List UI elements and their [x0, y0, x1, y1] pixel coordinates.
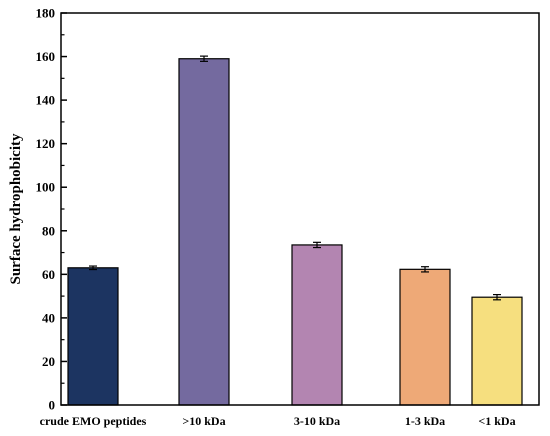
- bar: [178, 58, 230, 406]
- error-bar: [493, 293, 501, 301]
- y-tick-label: 120: [36, 136, 56, 151]
- bar: [67, 267, 119, 406]
- x-category-label: >10 kDa: [182, 414, 225, 428]
- bar: [399, 268, 451, 406]
- error-bars-layer: [89, 55, 501, 301]
- y-axis-ticks: 0 20 40 60 80 100 120 140 160 180: [36, 6, 67, 413]
- y-tick-label: 20: [42, 354, 55, 369]
- error-bar: [89, 265, 97, 271]
- y-tick-label: 160: [36, 49, 56, 64]
- x-category-label: 1-3 kDa: [405, 414, 445, 428]
- bar: [291, 244, 343, 406]
- error-bar: [313, 241, 321, 249]
- y-axis-title: Surface hydrophobicity: [8, 133, 24, 284]
- x-category-label: crude EMO peptides: [40, 414, 147, 428]
- bar: [471, 296, 523, 406]
- bars-layer: [67, 58, 523, 406]
- error-bar: [421, 266, 429, 273]
- x-axis-category-labels: crude EMO peptides >10 kDa 3-10 kDa 1-3 kDa…: [40, 414, 516, 428]
- y-tick-label: 140: [36, 93, 56, 108]
- y-tick-label: 40: [42, 310, 55, 325]
- y-tick-label: 60: [42, 267, 55, 282]
- x-category-label: <1 kDa: [478, 414, 515, 428]
- plot-frame: [60, 12, 540, 406]
- y-tick-label: 80: [42, 223, 55, 238]
- y-tick-label: 100: [36, 180, 56, 195]
- x-category-label: 3-10 kDa: [294, 414, 340, 428]
- error-bar: [200, 55, 208, 62]
- y-tick-label: 180: [36, 6, 56, 21]
- y-tick-label: 0: [49, 398, 56, 413]
